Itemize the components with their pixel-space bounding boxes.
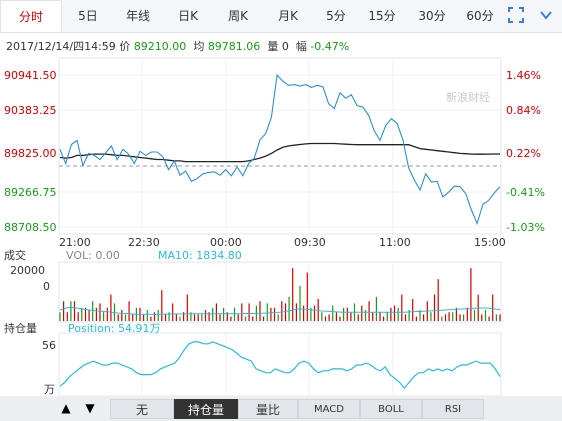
indicator-tab-volume-ratio[interactable]: 量比 bbox=[238, 399, 298, 419]
chg-value: -0.47% bbox=[310, 40, 350, 53]
indicator-tab-none[interactable]: 无 bbox=[110, 399, 174, 419]
price-line bbox=[59, 73, 501, 226]
time-axis-label: 22:30 bbox=[128, 236, 160, 249]
price-panel-frame bbox=[58, 57, 502, 235]
volume-bars-group bbox=[59, 268, 501, 321]
avg-price-line bbox=[59, 142, 500, 163]
pct-axis-label: 1.46% bbox=[506, 69, 541, 82]
fullscreen-icon[interactable] bbox=[508, 7, 524, 23]
tab-monthly-k[interactable]: 月K bbox=[278, 9, 298, 23]
watermark-text: 新浪财经 bbox=[446, 90, 490, 104]
price-axis-label: 89825.00 bbox=[4, 147, 57, 160]
position-axis-label: 56 bbox=[42, 339, 56, 352]
price-axis-label: 90941.50 bbox=[4, 69, 57, 82]
volume-axis-label: 0 bbox=[43, 280, 50, 293]
tab-weekly-k[interactable]: 周K bbox=[228, 9, 248, 23]
position-line bbox=[59, 341, 501, 390]
tab-30min[interactable]: 30分 bbox=[418, 9, 446, 23]
pct-axis-label: 0.22% bbox=[506, 147, 541, 160]
tab-5day[interactable]: 5日 bbox=[78, 9, 98, 23]
time-axis-label: 11:00 bbox=[379, 236, 411, 249]
avg-label: 均 bbox=[193, 40, 205, 53]
volume-ma-text: MA10: 1834.80 bbox=[158, 249, 242, 262]
time-axis-label: 00:00 bbox=[210, 236, 242, 249]
price-label: 价 bbox=[119, 40, 131, 53]
scroll-down-arrow-icon[interactable]: ▼ bbox=[85, 401, 95, 415]
tab-15min[interactable]: 15分 bbox=[368, 9, 396, 23]
indicator-tab-macd[interactable]: MACD bbox=[298, 399, 360, 419]
tab-yearline[interactable]: 年线 bbox=[125, 9, 150, 23]
time-axis-label: 15:00 bbox=[474, 236, 506, 249]
indicator-tab-rsi[interactable]: RSI bbox=[422, 399, 484, 419]
volume-ma-line bbox=[59, 306, 501, 315]
time-axis-label: 09:30 bbox=[294, 236, 326, 249]
position-axis-label: 万 bbox=[44, 383, 55, 396]
volume-panel-title: 成交 bbox=[4, 248, 26, 262]
avg-value: 89781.06 bbox=[207, 40, 261, 53]
pct-axis-label: -1.03% bbox=[506, 221, 545, 234]
time-axis-label: 21:00 bbox=[59, 236, 91, 249]
position-series-group bbox=[59, 341, 501, 390]
pct-axis-label: -0.41% bbox=[506, 186, 545, 199]
price-value: 89210.00 bbox=[133, 40, 187, 53]
datetime-text: 2017/12/14/四14:59 bbox=[6, 40, 116, 53]
volume-ma-group bbox=[59, 306, 501, 315]
quote-info-line: 2017/12/14/四14:59 价 89210.00 均 89781.06 … bbox=[6, 38, 349, 54]
price-axis-label: 88708.50 bbox=[4, 221, 57, 234]
position-panel-frame bbox=[58, 332, 502, 396]
pct-axis-label: 0.84% bbox=[506, 104, 541, 117]
position-value-text: Position: 54.91万 bbox=[68, 322, 161, 335]
volume-panel-frame bbox=[58, 261, 502, 323]
period-tab-bar: 分时 5日 年线 日K 周K 月K 5分 15分 30分 60分 bbox=[0, 0, 562, 33]
tab-5min[interactable]: 5分 bbox=[326, 9, 346, 23]
timeshare-chart: 新浪财经 90941.50 90383.25 89825.00 89266.75… bbox=[4, 57, 545, 396]
indicator-tab-position[interactable]: 持仓量 bbox=[174, 399, 238, 419]
chg-label: 幅 bbox=[295, 40, 307, 53]
vol-value: 0 bbox=[281, 40, 289, 53]
volume-axis-label: 20000 bbox=[10, 264, 45, 277]
scroll-up-arrow-icon[interactable]: ▲ bbox=[61, 401, 71, 415]
vol-label: 量 bbox=[267, 40, 279, 53]
price-axis-label: 89266.75 bbox=[4, 186, 57, 199]
chevron-down-icon[interactable] bbox=[540, 9, 552, 21]
indicator-tab-boll[interactable]: BOLL bbox=[360, 399, 422, 419]
tab-daily-k[interactable]: 日K bbox=[178, 9, 198, 23]
tab-timeshare[interactable]: 分时 bbox=[0, 0, 62, 32]
price-series-group bbox=[59, 73, 501, 226]
price-axis-label: 90383.25 bbox=[4, 104, 57, 117]
tab-60min[interactable]: 60分 bbox=[466, 9, 494, 23]
position-panel-title: 持仓量 bbox=[4, 321, 37, 335]
volume-vol-text: VOL: 0.00 bbox=[66, 249, 120, 262]
